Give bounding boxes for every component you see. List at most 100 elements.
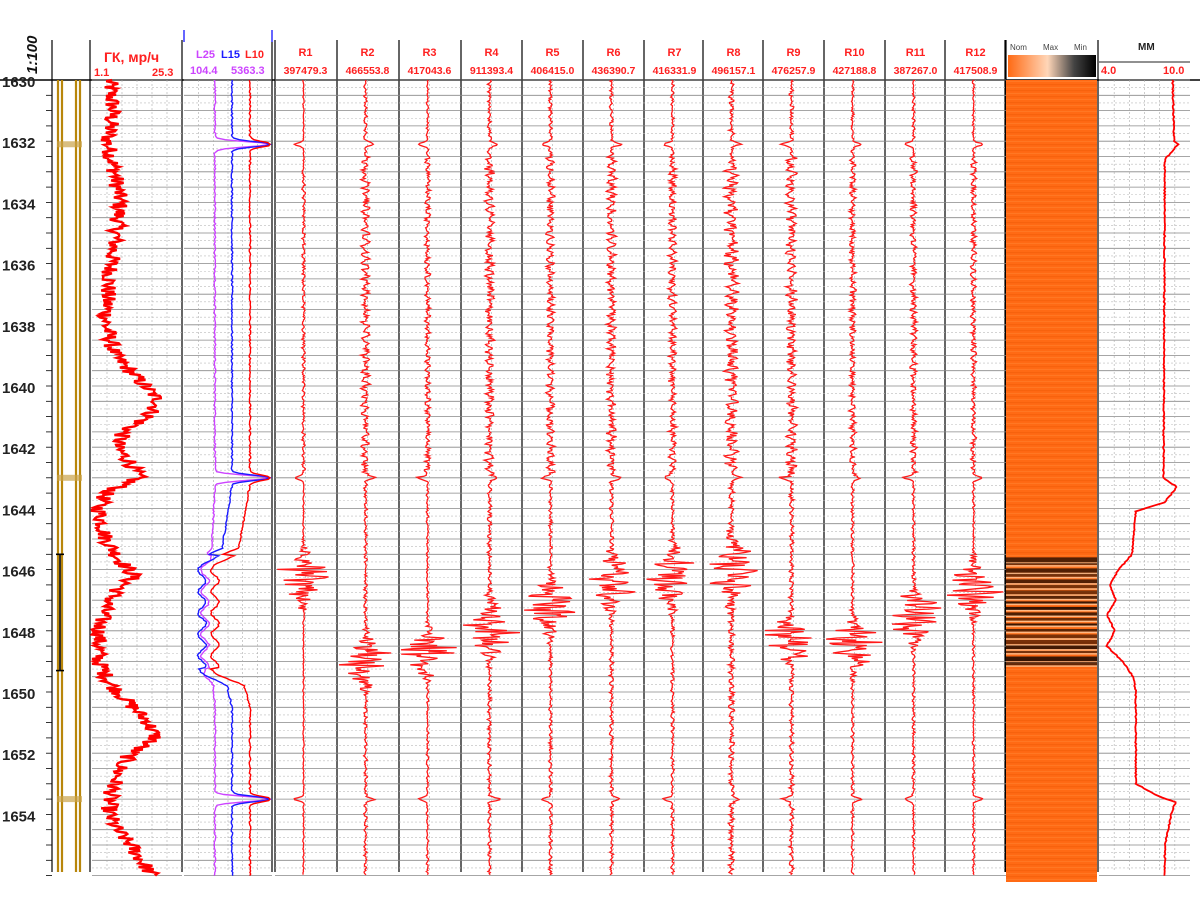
image-band xyxy=(1006,609,1097,612)
r8-title: R8 xyxy=(726,47,740,59)
r9-title: R9 xyxy=(786,47,800,59)
legend-nom-label: Nom xyxy=(1010,43,1027,52)
traces-layer xyxy=(56,78,1180,882)
image-band xyxy=(1006,653,1097,655)
r8-trace xyxy=(709,79,758,875)
gk-trace xyxy=(89,78,163,877)
r2-scale-label: 466553.8 xyxy=(346,65,390,77)
depth-tick-label: 1630 xyxy=(2,74,35,91)
image-band xyxy=(1006,594,1097,596)
image-band xyxy=(1006,576,1097,579)
l10-trace xyxy=(208,79,272,876)
image-band xyxy=(1006,645,1097,650)
r7-title: R7 xyxy=(667,47,681,59)
r11-trace xyxy=(891,79,942,875)
image-band xyxy=(1006,617,1097,621)
depth-tick-label: 1632 xyxy=(2,135,35,152)
image-band xyxy=(1006,565,1097,567)
image-band xyxy=(1006,579,1097,584)
gk-title: ГК, мр/ч xyxy=(104,49,159,65)
depth-tick-label: 1650 xyxy=(2,686,35,703)
r4-title: R4 xyxy=(484,47,499,59)
r1-trace xyxy=(277,80,329,875)
r11-scale-label: 387267.0 xyxy=(894,65,938,77)
r10-title: R10 xyxy=(844,47,864,59)
image-band xyxy=(1006,639,1097,645)
r5-title: R5 xyxy=(545,47,559,59)
image-band xyxy=(1006,606,1097,610)
image-band xyxy=(1006,601,1097,604)
r12-trace xyxy=(946,79,1004,876)
image-band xyxy=(1006,628,1097,632)
labels-layer: 1630 1632 1634 1636 1638 1640 1642 1644 1646 1648… xyxy=(2,30,1190,825)
image-band xyxy=(1006,615,1097,618)
image-band xyxy=(1006,583,1097,585)
image-band xyxy=(1006,557,1097,563)
l25-scale-label: 104.4 xyxy=(190,65,218,77)
depth-tick-label: 1648 xyxy=(2,625,35,642)
r6-trace xyxy=(588,79,636,876)
r6-scale-label: 436390.7 xyxy=(592,65,636,77)
image-band xyxy=(1006,620,1097,623)
depth-tick-label: 1638 xyxy=(2,319,35,336)
legend-min-label: Min xyxy=(1074,43,1087,52)
image-band xyxy=(1006,649,1097,651)
r11-title: R11 xyxy=(906,47,926,59)
image-band xyxy=(1006,662,1097,666)
r9-trace xyxy=(764,79,812,876)
gk-max-label: 25.3 xyxy=(152,67,173,79)
r12-title: R12 xyxy=(965,47,985,59)
mm-max-label: 10.0 xyxy=(1163,65,1184,77)
image-band xyxy=(1006,590,1097,595)
collar-marker xyxy=(57,474,82,481)
r6-title: R6 xyxy=(606,47,620,59)
r5-trace xyxy=(524,79,576,876)
image-band xyxy=(1006,562,1097,566)
mm-trace xyxy=(1105,79,1180,876)
r1-title: R1 xyxy=(298,47,312,59)
r4-scale-label: 911393.4 xyxy=(470,65,513,77)
image-band xyxy=(1006,584,1097,589)
image-band xyxy=(1006,631,1097,634)
r10-trace xyxy=(826,79,883,876)
image-band xyxy=(1006,603,1097,606)
image-band xyxy=(1006,568,1097,573)
r4-trace xyxy=(462,79,521,876)
depth-tick-label: 1642 xyxy=(2,441,35,458)
image-track-bg xyxy=(1006,80,1097,882)
image-band xyxy=(1006,588,1097,590)
l10-scale-label: 5363.3 xyxy=(231,65,265,77)
depth-tick-label: 1634 xyxy=(2,196,36,213)
l10-title: L10 xyxy=(245,49,264,61)
gk-min-label: 1.1 xyxy=(94,67,109,79)
r1-scale-label: 397479.3 xyxy=(284,65,328,77)
image-band xyxy=(1006,573,1097,577)
image-color-legend xyxy=(1008,55,1096,77)
r9-scale-label: 476257.9 xyxy=(772,65,816,77)
r3-title: R3 xyxy=(422,47,436,59)
l25-title: L25 xyxy=(196,49,215,61)
image-band xyxy=(1006,644,1097,646)
r2-title: R2 xyxy=(360,47,374,59)
depth-tick-label: 1644 xyxy=(2,502,36,519)
r3-scale-label: 417043.6 xyxy=(408,65,452,77)
grid-layer xyxy=(0,40,1200,876)
image-band xyxy=(1006,612,1097,616)
collar-marker xyxy=(57,796,82,803)
image-band xyxy=(1006,572,1097,575)
r3-trace xyxy=(400,79,457,876)
legend-max-label: Max xyxy=(1043,43,1058,52)
r7-trace xyxy=(646,79,695,875)
image-band xyxy=(1006,638,1097,640)
image-band xyxy=(1006,595,1097,599)
image-band xyxy=(1006,598,1097,601)
mm-min-label: 4.0 xyxy=(1101,65,1116,77)
image-band xyxy=(1006,650,1097,654)
depth-tick-label: 1640 xyxy=(2,380,35,397)
depth-tick-label: 1654 xyxy=(2,808,36,825)
r12-scale-label: 417508.9 xyxy=(954,65,998,77)
r5-scale-label: 406415.0 xyxy=(531,65,575,77)
depth-tick-label: 1652 xyxy=(2,747,35,764)
collar-marker xyxy=(57,141,82,148)
